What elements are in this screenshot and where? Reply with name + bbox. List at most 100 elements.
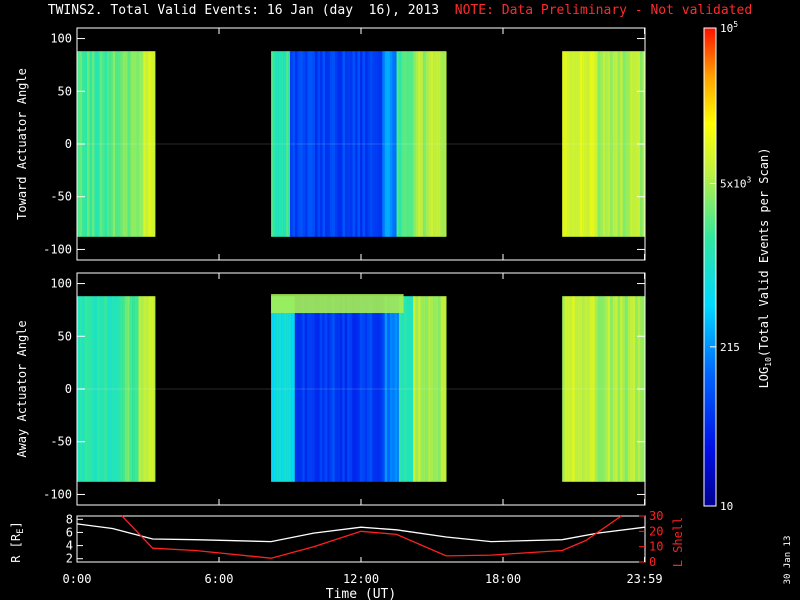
toward-cell <box>153 51 156 237</box>
away-cell <box>122 296 125 482</box>
away-cell <box>377 296 381 482</box>
away-cell <box>582 296 585 482</box>
away-cell <box>132 296 135 482</box>
away-cell <box>347 296 351 482</box>
away-cell <box>342 296 346 482</box>
colorbar-tick-label: 215 <box>720 341 740 354</box>
radius-ytick-label: 4 <box>66 539 73 553</box>
away-cell <box>607 296 611 482</box>
away-cell <box>87 296 90 482</box>
away-cell <box>625 296 628 482</box>
away-ylabel: Away Actuator Angle <box>15 320 29 457</box>
away-cell <box>387 296 390 482</box>
orbit-lines <box>76 515 645 559</box>
away-cell <box>418 296 421 482</box>
colorbar: 105 5x103 215 10 LOG10(Total Valid Events p… <box>703 20 773 513</box>
toward-cell <box>89 51 93 237</box>
away-cell <box>273 296 277 482</box>
away-cell <box>403 296 407 482</box>
away-ytick-label: 100 <box>50 277 72 291</box>
colorbar-label: LOG10(Total Valid Events per Scan) <box>757 148 773 389</box>
away-cell <box>401 296 405 482</box>
side-date: 30 Jan 13 <box>783 536 793 585</box>
toward-cell <box>584 51 588 237</box>
toward-cell <box>617 51 621 237</box>
away-cell <box>278 296 282 482</box>
toward-cell <box>632 51 636 237</box>
away-cell <box>597 296 601 482</box>
away-cell <box>600 296 603 482</box>
away-cell <box>297 296 301 482</box>
toward-cell <box>445 51 447 237</box>
toward-cell <box>587 51 590 237</box>
away-cell <box>354 296 358 482</box>
colorbar-tick-label: 105 <box>720 20 738 35</box>
toward-cell <box>579 51 583 237</box>
toward-cell <box>399 51 402 237</box>
toward-cell <box>127 51 131 237</box>
away-cell <box>322 296 326 482</box>
toward-cell <box>396 51 400 237</box>
toward-cell <box>569 51 573 237</box>
away-cell <box>349 296 353 482</box>
away-cell <box>109 296 113 482</box>
away-cell <box>577 296 580 482</box>
toward-cell <box>330 51 333 237</box>
away-cell <box>602 296 606 482</box>
toward-cell <box>312 51 316 237</box>
away-cell <box>369 296 373 482</box>
toward-cell <box>443 51 446 237</box>
away-cell <box>364 296 368 482</box>
away-top-band <box>271 294 404 314</box>
away-cell <box>392 296 395 482</box>
away-cell <box>379 296 383 482</box>
away-yticks: 100 50 0 -50 -100 <box>43 273 646 505</box>
away-cell <box>389 296 393 482</box>
toward-ytick-label: 50 <box>58 84 72 98</box>
toward-cell <box>143 51 147 237</box>
away-cell <box>299 296 303 482</box>
toward-cell <box>122 51 126 237</box>
away-cell <box>367 296 371 482</box>
toward-cell <box>394 51 397 237</box>
away-cell <box>592 296 595 482</box>
toward-panel: 100 50 0 -50 -100 Toward Actuator Angle <box>15 27 646 261</box>
away-cell <box>562 296 565 482</box>
toward-cell <box>315 51 318 237</box>
away-cell <box>384 296 388 482</box>
toward-cell <box>131 51 135 237</box>
away-cell <box>374 296 378 482</box>
toward-yticks: 100 50 0 -50 -100 <box>43 28 646 260</box>
away-cell <box>344 296 348 482</box>
away-cell <box>445 296 447 482</box>
away-cell <box>283 296 287 482</box>
toward-cell <box>92 51 95 237</box>
toward-cell <box>607 51 611 237</box>
toward-cell <box>327 51 331 237</box>
lshell-line <box>121 515 622 559</box>
toward-cell <box>572 51 575 237</box>
away-cell <box>443 296 446 482</box>
toward-cell <box>627 51 631 237</box>
toward-cell <box>136 51 140 237</box>
toward-cell <box>350 51 353 237</box>
toward-cell <box>292 51 296 237</box>
lshell-ytick-label: 10 <box>649 540 663 554</box>
away-cell <box>569 296 573 482</box>
toward-cell <box>125 51 128 237</box>
away-cell <box>610 296 613 482</box>
away-cell <box>143 296 147 482</box>
toward-cell <box>597 51 601 237</box>
toward-cell <box>428 51 431 237</box>
toward-cell <box>382 51 386 237</box>
away-cell <box>119 296 123 482</box>
away-cell <box>138 296 142 482</box>
away-cell <box>281 296 284 482</box>
toward-cell <box>295 51 298 237</box>
toward-cell <box>288 51 291 237</box>
away-cell <box>597 296 598 482</box>
toward-cell <box>630 51 633 237</box>
away-cell <box>574 296 578 482</box>
